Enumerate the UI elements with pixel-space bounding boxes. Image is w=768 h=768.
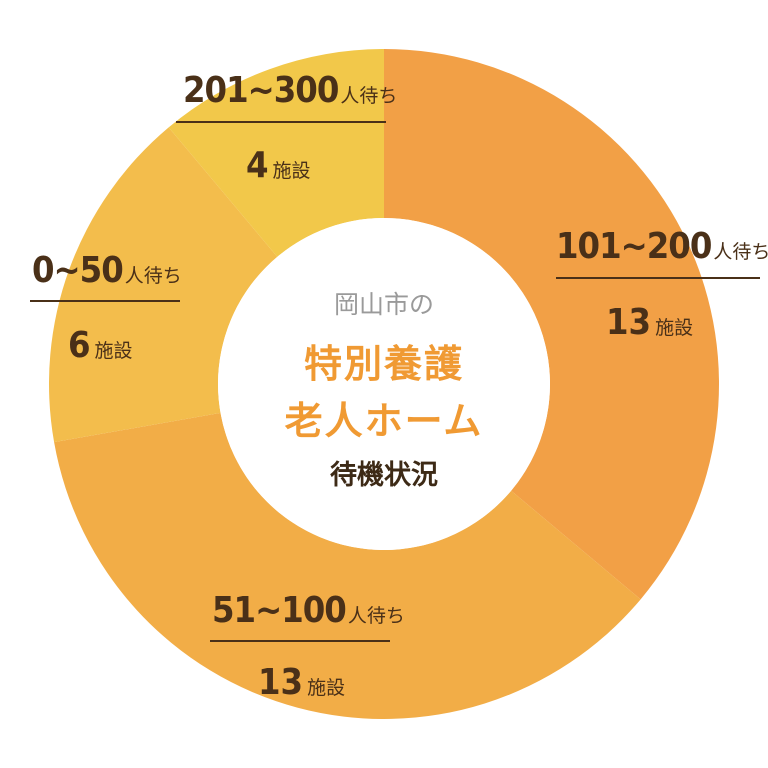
count-label: 6 施設 (68, 325, 133, 366)
range-unit: 人待ち (340, 85, 398, 107)
range-label: 101~200 人待ち (556, 226, 768, 267)
donut-hole (218, 218, 550, 550)
count-unit: 施設 (655, 317, 694, 339)
label-divider (176, 121, 386, 123)
range-value: 51~100 (212, 590, 347, 631)
range-value: 101~200 (556, 226, 712, 267)
center-title-line1: 特別養護 (303, 342, 464, 386)
count-unit: 施設 (272, 160, 311, 182)
count-label: 13 施設 (606, 302, 693, 343)
center-title-line2: 老人ホーム (284, 399, 484, 443)
slice-51-100 (54, 412, 641, 719)
range-value: 201~300 (183, 70, 339, 111)
range-value: 0~50 (32, 250, 124, 291)
center-subtitle: 待機状況 (330, 460, 438, 491)
label-divider (30, 300, 180, 302)
label-divider (556, 277, 760, 279)
range-label: 0~50 人待ち (32, 250, 182, 291)
range-unit: 人待ち (124, 265, 182, 287)
count-value: 6 (68, 325, 91, 366)
count-unit: 施設 (94, 340, 133, 362)
slice-201-300 (168, 49, 384, 257)
count-value: 4 (246, 145, 269, 186)
center-city-label: 岡山市の (333, 290, 434, 319)
count-unit: 施設 (307, 677, 346, 699)
range-label: 201~300 人待ち (183, 70, 397, 111)
label-divider (210, 640, 390, 642)
slice-101-200 (384, 49, 720, 600)
slice-0-50 (48, 127, 278, 443)
count-label: 4 施設 (246, 145, 311, 186)
count-value: 13 (258, 662, 304, 703)
count-label: 13 施設 (258, 662, 345, 703)
range-label: 51~100 人待ち (212, 590, 405, 631)
range-unit: 人待ち (713, 241, 768, 263)
count-value: 13 (606, 302, 652, 343)
range-unit: 人待ち (347, 605, 405, 627)
